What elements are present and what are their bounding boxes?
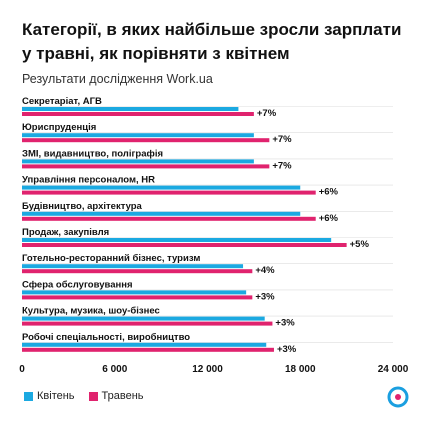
chart-title: Категорії, в яких найбільше зросли зарпл… [22,20,402,63]
category-label: Готельно-ресторанний бізнес, туризм [22,253,200,264]
workua-logo-icon [387,386,409,408]
bar-may [22,347,274,352]
bar-may [22,269,253,274]
data-label: +4% [255,265,275,276]
legend-label-april: Квітень [37,390,75,402]
bar-april [22,316,265,321]
legend-swatch-april [24,391,33,401]
bar-may [22,138,270,143]
bar-may [22,216,316,221]
bar-may [22,321,273,326]
bar-may [22,190,316,195]
bar-may [22,243,347,247]
bar-may [22,112,254,116]
data-label: +3% [277,344,297,355]
bar-april [22,264,244,269]
data-label: +7% [272,160,292,171]
data-label: +6% [319,187,339,198]
bar-april [22,290,247,295]
x-tick-label: 0 [19,364,25,375]
x-tick-label: 6 000 [102,364,127,375]
category-label: Сфера обслуговування [22,279,133,290]
legend-item-april: Квітень [24,390,75,402]
chart-subtitle: Результати дослідження Work.ua [22,72,213,86]
category-label: Будівництво, архітектура [22,201,143,212]
x-tick-label: 24 000 [378,364,409,375]
bar-april [22,185,301,190]
data-label: +3% [275,318,295,329]
bar-april [22,107,239,111]
category-label: Продаж, закупівля [22,227,109,238]
category-label: Секретаріат, АГВ [22,96,102,107]
bar-april [22,211,301,216]
bar-april [22,238,332,242]
category-label: Управління персоналом, HR [22,175,155,186]
legend-label-may: Травень [101,390,144,402]
data-label: +7% [272,134,292,145]
legend-swatch-may [88,391,98,401]
data-label: +6% [319,213,339,224]
bar-may [22,295,253,300]
bar-april [22,342,267,347]
bar-april [22,159,254,164]
legend: Квітень Травень [24,390,144,402]
bar-may [22,164,270,169]
category-label: Юриспруденція [22,122,96,133]
bar-april [22,133,254,138]
data-label: +5% [350,239,370,250]
category-label: ЗМІ, видавництво, поліграфія [22,148,163,159]
category-label: Культура, музика, шоу-бізнес [22,306,160,317]
legend-item-may: Травень [88,390,144,402]
data-label: +3% [255,291,275,302]
x-tick-label: 12 000 [192,364,223,375]
data-label: +7% [257,108,277,119]
x-tick-label: 18 000 [285,364,316,375]
category-label: Робочі спеціальності, виробництво [22,332,190,343]
